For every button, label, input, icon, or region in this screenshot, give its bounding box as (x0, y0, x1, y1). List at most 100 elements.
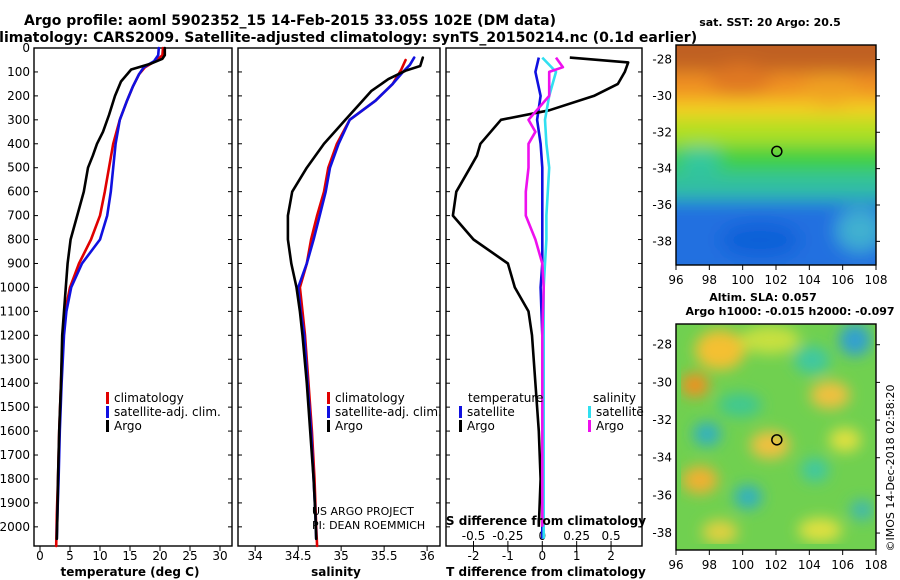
legend-label-argo: Argo (335, 419, 363, 433)
map-y-tick-label: -36 (652, 198, 672, 212)
series-line-temperature-argo (451, 56, 630, 527)
series-line-argo (286, 56, 425, 541)
project-credit-line-1: US ARGO PROJECT (312, 505, 414, 518)
legend-swatch-satellite (327, 406, 330, 418)
legend-swatch-s-argo (588, 420, 591, 432)
depth-tick-label: 900 (7, 256, 30, 270)
series-line-salinity-argo (524, 56, 565, 527)
map-y-tick-label: -36 (652, 488, 672, 502)
depth-tick-label: 200 (7, 89, 30, 103)
t-difference-tick-label: -2 (468, 549, 480, 563)
map-y-tick-label: -34 (652, 451, 672, 465)
legend-label-satellite: satellite-adj. clim. (335, 405, 442, 419)
map-y-tick-label: -30 (652, 89, 672, 103)
depth-tick-label: 800 (7, 233, 30, 247)
difference-panel-frame (445, 47, 643, 547)
map-x-tick-label: 96 (668, 273, 683, 287)
series-line-salinity-satellite (541, 56, 558, 539)
legend-label-s-argo: Argo (596, 419, 624, 433)
map-x-tick-label: 102 (765, 273, 788, 287)
temperature-x-axis: 0 5 10 15 20 25 30 (36, 546, 228, 563)
sla-map-axes: 96 98 100 102 104 106 108 -28 -30 -32 -34 -36 -38 (652, 338, 887, 572)
temperature-tick-label: 25 (182, 549, 197, 563)
depth-tick-label: 1400 (0, 376, 30, 390)
legend-label-s-satellite: satellite (596, 405, 644, 419)
map-y-tick-label: -28 (652, 338, 672, 352)
t-difference-tick-label: 0 (538, 549, 546, 563)
legend-label-satellite: satellite-adj. clim. (114, 405, 221, 419)
depth-tick-label: 1500 (0, 400, 30, 414)
legend-swatch-argo (327, 420, 330, 432)
salinity-tick-label: 36 (419, 549, 434, 563)
temperature-tick-label: 10 (92, 549, 107, 563)
salinity-x-axis: 34 34.5 35 35.5 36 (248, 546, 435, 563)
map-y-tick-label: -28 (652, 53, 672, 67)
temperature-panel-frame (33, 47, 233, 547)
map-x-tick-label: 96 (668, 558, 683, 572)
s-difference-tick-label: 0.5 (602, 529, 621, 543)
salinity-panel-frame (237, 47, 441, 547)
legend-header-temperature: temperature (468, 391, 543, 405)
map-x-tick-label: 106 (831, 273, 854, 287)
sst-map-axes: 96 98 100 102 104 106 108 -28 -30 -32 -34 -36 -38 (652, 53, 887, 287)
legend-label-t-argo: Argo (467, 419, 495, 433)
map-x-tick-label: 104 (798, 558, 821, 572)
t-difference-tick-label: 1 (573, 549, 581, 563)
temperature-tick-label: 15 (122, 549, 137, 563)
legend-swatch-s-satellite (588, 406, 591, 418)
temperature-tick-label: 5 (66, 549, 74, 563)
legend-swatch-argo (106, 420, 109, 432)
map-y-tick-label: -34 (652, 162, 672, 176)
salinity-tick-label: 34.5 (285, 549, 312, 563)
depth-tick-label: 1600 (0, 424, 30, 438)
s-difference-label: S difference from climatology (446, 514, 646, 528)
temperature-profiles (54, 46, 167, 548)
map-y-tick-label: -30 (652, 375, 672, 389)
depth-tick-label: 1800 (0, 472, 30, 486)
sla-map-subtitle: Argo h1000: -0.015 h2000: -0.097 (685, 305, 894, 318)
title-line-2: Climatology: CARS2009. Satellite-adjuste… (0, 30, 697, 46)
salinity-tick-label: 34 (248, 549, 263, 563)
depth-tick-label: 500 (7, 161, 30, 175)
temperature-legend: climatology satellite-adj. clim. Argo (106, 391, 221, 433)
s-difference-tick-label: -0.5 (462, 529, 485, 543)
depth-axis: 0 100 200 300 400 500 600 700 800 900 1000 1100 1200… (0, 41, 642, 534)
sla-heatmap (676, 324, 876, 550)
temperature-tick-label: 30 (212, 549, 227, 563)
sst-map-title: sat. SST: 20 Argo: 20.5 (699, 16, 841, 29)
sst-argo-position-marker (771, 145, 783, 158)
map-y-tick-label: -38 (652, 526, 672, 540)
title-line-1: Argo profile: aoml 5902352_15 14-Feb-201… (24, 13, 556, 29)
map-x-tick-label: 102 (765, 558, 788, 572)
difference-legend: temperature satellite Argo salinity sate… (459, 391, 644, 433)
map-x-tick-label: 98 (702, 273, 717, 287)
depth-tick-label: 400 (7, 137, 30, 151)
depth-tick-label: 1200 (0, 328, 30, 342)
depth-tick-label: 2000 (0, 520, 30, 534)
depth-tick-label: 1100 (0, 304, 30, 318)
depth-tick-label: 1000 (0, 280, 30, 294)
legend-swatch-satellite (106, 406, 109, 418)
series-line-climatology (54, 46, 165, 548)
map-x-tick-label: 98 (702, 558, 717, 572)
map-x-tick-label: 104 (798, 273, 821, 287)
temperature-tick-label: 20 (152, 549, 167, 563)
imos-credit: ©IMOS 14-Dec-2018 02:58:20 (884, 385, 897, 552)
legend-label-climatology: climatology (335, 391, 405, 405)
legend-swatch-t-argo (459, 420, 462, 432)
map-y-tick-label: -32 (652, 125, 672, 139)
t-difference-x-axis: -2 -1 0 1 2 (468, 546, 615, 563)
legend-label-t-satellite: satellite (467, 405, 515, 419)
map-y-tick-label: -38 (652, 234, 672, 248)
temperature-xlabel: temperature (deg C) (61, 565, 200, 579)
sst-heatmap (676, 45, 876, 265)
map-y-tick-label: -32 (652, 413, 672, 427)
depth-tick-label: 300 (7, 113, 30, 127)
legend-label-climatology: climatology (114, 391, 184, 405)
t-difference-tick-label: 2 (607, 549, 615, 563)
map-x-tick-label: 108 (865, 273, 888, 287)
legend-label-argo: Argo (114, 419, 142, 433)
salinity-profiles (286, 56, 425, 548)
t-difference-xlabel: T difference from climatology (446, 565, 646, 579)
